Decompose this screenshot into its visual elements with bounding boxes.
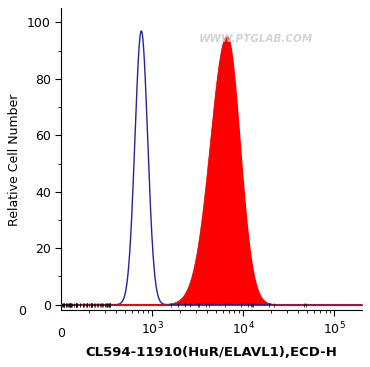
Text: 0: 0 [57,327,65,340]
Y-axis label: Relative Cell Number: Relative Cell Number [9,93,21,225]
X-axis label: CL594-11910(HuR/ELAVL1),ECD-H: CL594-11910(HuR/ELAVL1),ECD-H [85,346,337,359]
Text: 0: 0 [18,305,26,318]
Text: WWW.PTGLAB.COM: WWW.PTGLAB.COM [199,33,314,44]
